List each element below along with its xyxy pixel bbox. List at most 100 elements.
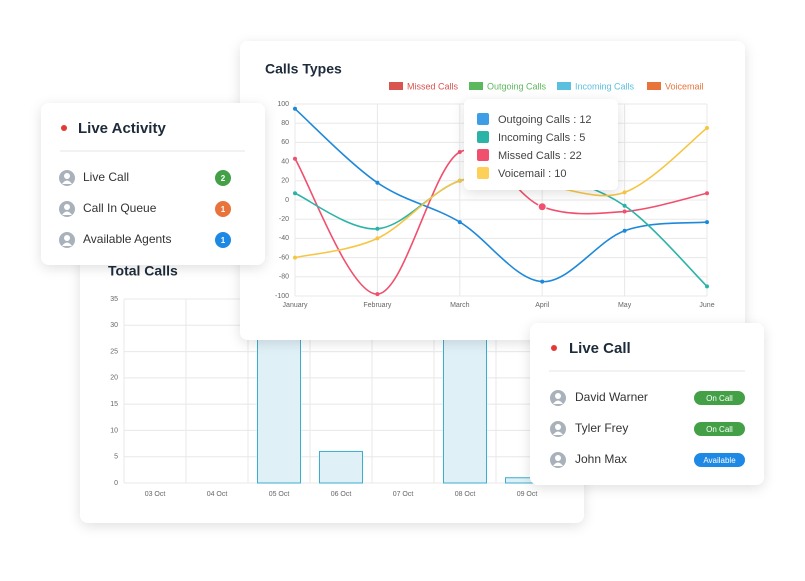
bar: [319, 450, 363, 484]
point: [705, 284, 709, 289]
card-title: Live Activity: [78, 120, 166, 137]
agent-name: John Max: [575, 452, 627, 466]
y-tick-label: -20: [279, 216, 289, 223]
avatar-body: [553, 431, 563, 435]
count-badge: [215, 201, 231, 217]
x-tick-label: 03 Oct: [145, 491, 166, 498]
point: [375, 226, 380, 231]
point: [540, 279, 545, 284]
count: 1: [221, 236, 226, 245]
y-tick-label: -40: [279, 235, 289, 242]
point: [293, 191, 297, 196]
y-tick-label: 10: [110, 427, 118, 434]
status-pill: [694, 391, 745, 405]
y-tick-label: 15: [110, 401, 118, 408]
point: [705, 126, 709, 130]
y-tick-label: 80: [281, 120, 289, 127]
avatar-body: [62, 242, 72, 246]
y-tick-label: 30: [110, 322, 118, 329]
row-label: Call In Queue: [83, 201, 157, 215]
avatar-body: [62, 180, 72, 184]
point: [622, 190, 627, 195]
x-tick-label: January: [283, 302, 308, 309]
avatar-head: [555, 455, 561, 461]
legend-swatch: [557, 82, 571, 90]
tooltip-swatch: [477, 167, 489, 179]
y-tick-label: 0: [114, 480, 118, 487]
legend-swatch: [647, 82, 661, 90]
legend-label: Outgoing Calls: [487, 81, 547, 91]
x-tick-label: 08 Oct: [455, 491, 476, 498]
row-label: Live Call: [83, 170, 129, 184]
avatar-head: [64, 173, 70, 179]
x-tick-label: February: [363, 302, 392, 309]
tooltip-box: [464, 99, 618, 190]
point: [622, 209, 627, 214]
point: [622, 228, 627, 233]
active-point: [537, 202, 547, 212]
line-series: [294, 108, 708, 283]
row-label: Available Agents: [83, 232, 172, 246]
y-tick-label: 40: [281, 158, 289, 165]
point: [457, 178, 462, 183]
x-tick-label: April: [535, 302, 549, 309]
point: [293, 106, 297, 111]
count-badge: [215, 170, 231, 186]
count: 2: [221, 174, 226, 183]
status: On Call: [706, 425, 733, 434]
point: [293, 156, 297, 161]
x-tick-label: 04 Oct: [207, 491, 228, 498]
avatar-head: [555, 424, 561, 430]
x-tick-label: 05 Oct: [269, 491, 290, 498]
count: 1: [221, 205, 226, 214]
y-tick-label: 100: [277, 101, 289, 108]
point: [622, 203, 627, 208]
y-tick-label: 5: [114, 454, 118, 461]
avatar-body: [553, 400, 563, 404]
legend-swatch: [469, 82, 483, 90]
y-tick-label: -100: [275, 293, 289, 300]
x-tick-label: 07 Oct: [393, 491, 414, 498]
point: [457, 220, 462, 225]
status: Available: [703, 456, 736, 465]
legend-label: Incoming Calls: [575, 81, 635, 91]
bar: [257, 324, 301, 484]
tooltip-text: Incoming Calls : 5: [498, 132, 585, 144]
x-tick-label: March: [450, 302, 470, 309]
legend-label: Missed Calls: [407, 81, 459, 91]
count-badge: [215, 232, 231, 248]
legend-label: Voicemail: [665, 81, 704, 91]
status: On Call: [706, 394, 733, 403]
point: [293, 255, 297, 260]
avatar-head: [555, 393, 561, 399]
card-title: Calls Types: [265, 61, 342, 77]
agent-name: Tyler Frey: [575, 421, 628, 435]
card-title: Live Call: [569, 340, 631, 357]
point: [457, 150, 462, 154]
tooltip-swatch: [477, 149, 489, 161]
avatar-head: [64, 235, 70, 241]
tooltip-text: Missed Calls : 22: [498, 150, 582, 162]
y-tick-label: 35: [110, 296, 118, 303]
avatar-body: [62, 211, 72, 215]
tooltip-text: Voicemail : 10: [498, 168, 566, 180]
status-pill: [694, 453, 745, 467]
point: [375, 236, 380, 241]
y-tick-label: 25: [110, 348, 118, 355]
y-tick-label: -60: [279, 254, 289, 261]
tooltip-text: Outgoing Calls : 12: [498, 114, 592, 126]
x-tick-label: May: [618, 302, 632, 309]
x-tick-label: 06 Oct: [331, 491, 352, 498]
y-tick-label: 0: [285, 197, 289, 204]
card: [41, 103, 265, 265]
point: [375, 180, 380, 185]
y-tick-label: 20: [281, 178, 289, 185]
y-tick-label: 20: [110, 375, 118, 382]
live-activity-card: Live Activity Live Call 2 Call In Queue 1 Av…: [41, 103, 265, 265]
agent-name: David Warner: [575, 390, 648, 404]
card: [530, 323, 764, 485]
card-title: Total Calls: [108, 263, 178, 279]
point: [375, 292, 380, 297]
